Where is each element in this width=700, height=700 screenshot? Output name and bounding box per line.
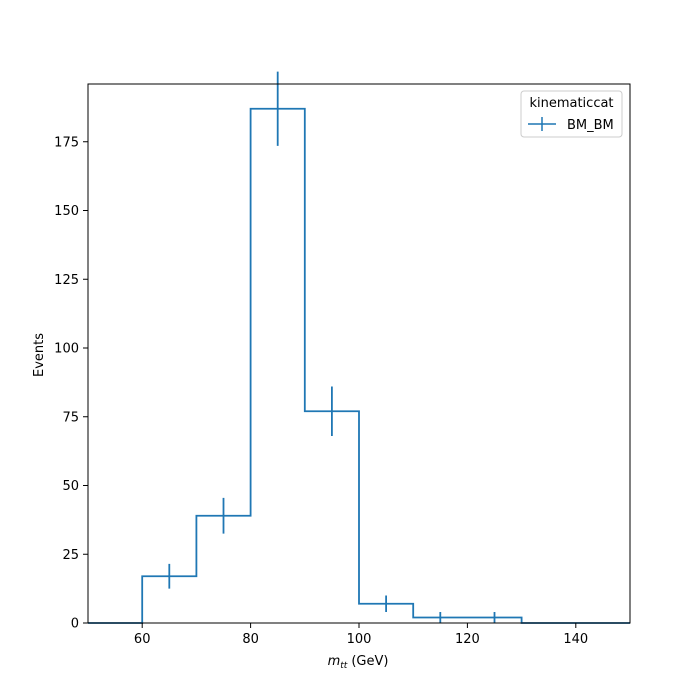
y-axis-ticks: 0 25 50 75 100 125 150 175: [54, 135, 88, 632]
legend-title: kinematiccat: [529, 96, 613, 111]
x-axis-label-unit: (GeV): [351, 654, 388, 669]
x-tick-label: 140: [563, 632, 588, 647]
plot-content: [88, 71, 630, 624]
legend[interactable]: kinematiccat BM_BM: [520, 90, 623, 138]
y-tick-label: 25: [62, 548, 79, 563]
y-tick-label: 125: [54, 273, 79, 288]
x-tick-label: 100: [347, 632, 372, 647]
legend-box: [520, 90, 623, 138]
x-axis-label: mtt (GeV): [328, 654, 389, 671]
x-tick-label: 60: [134, 632, 151, 647]
y-tick-label: 75: [62, 410, 79, 425]
x-axis-ticks: 60 80 100 120 140: [134, 623, 588, 647]
y-tick-label: 150: [54, 204, 79, 219]
legend-label-bm-bm: BM_BM: [567, 118, 614, 133]
y-tick-label: 175: [54, 135, 79, 150]
y-tick-label: 0: [71, 617, 79, 632]
y-tick-label: 50: [62, 479, 79, 494]
x-axis-label-subscript: tt: [340, 661, 348, 671]
x-tick-label: 120: [455, 632, 480, 647]
x-axis-label-symbol: m: [328, 654, 341, 669]
y-tick-label: 100: [54, 342, 79, 357]
x-tick-label: 80: [242, 632, 259, 647]
y-axis-label: Events: [32, 333, 47, 377]
